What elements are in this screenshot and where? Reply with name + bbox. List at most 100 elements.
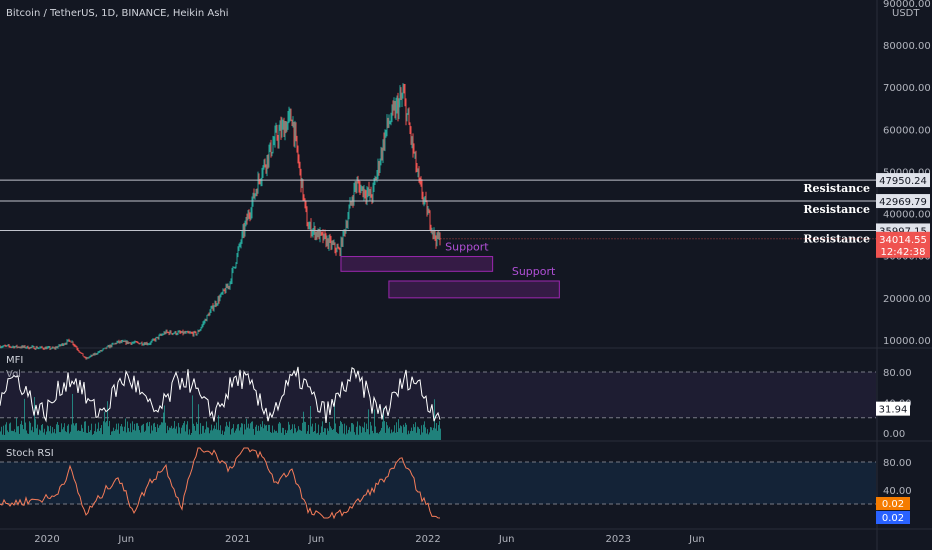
- volume-bar: [407, 434, 408, 440]
- volume-bar: [58, 424, 59, 440]
- candle-body: [104, 347, 106, 349]
- candle-body: [139, 343, 141, 345]
- volume-bar: [273, 432, 274, 440]
- candle-body: [397, 101, 399, 116]
- volume-bar: [181, 427, 182, 440]
- candle-body: [179, 331, 181, 333]
- volume-bar: [340, 420, 341, 440]
- candle-body: [413, 150, 415, 153]
- volume-bar: [64, 423, 65, 440]
- volume-bar: [230, 434, 231, 440]
- volume-bar: [265, 425, 266, 440]
- volume-bar: [213, 428, 214, 440]
- candle-body: [258, 177, 260, 180]
- volume-bar: [176, 426, 177, 440]
- candle-body: [254, 193, 256, 198]
- volume-bar: [393, 431, 394, 440]
- candle-body: [162, 334, 164, 336]
- volume-bar: [438, 425, 439, 440]
- candle-body: [408, 113, 410, 125]
- volume-bar: [141, 425, 142, 440]
- volume-bar: [380, 430, 381, 440]
- candle-body: [194, 331, 196, 333]
- volume-bar: [182, 425, 183, 440]
- volume-bar: [103, 421, 104, 440]
- volume-bar: [85, 421, 86, 440]
- candle-body: [392, 106, 394, 108]
- volume-bar: [204, 432, 205, 440]
- volume-bar: [8, 432, 9, 440]
- candle-body: [5, 345, 7, 347]
- volume-bar: [137, 423, 138, 440]
- candle-body: [119, 341, 121, 343]
- volume-bar: [271, 432, 272, 440]
- volume-bar: [80, 430, 81, 440]
- volume-bar: [433, 427, 434, 440]
- candle-body: [226, 285, 228, 288]
- volume-bar: [275, 431, 276, 440]
- volume-bar: [355, 434, 356, 440]
- volume-bar: [225, 426, 226, 440]
- volume-bar: [282, 427, 283, 440]
- volume-bar: [242, 423, 243, 440]
- volume-bar: [383, 408, 384, 440]
- candle-body: [199, 329, 201, 332]
- volume-bar: [94, 431, 95, 440]
- candle-body: [38, 347, 40, 349]
- volume-bar: [55, 433, 56, 440]
- candle-body: [420, 181, 422, 185]
- candle-body: [282, 122, 284, 125]
- volume-bar: [314, 430, 315, 440]
- volume-bar: [107, 401, 108, 440]
- candle-body: [256, 191, 258, 194]
- volume-bar: [126, 432, 127, 440]
- volume-bar: [312, 423, 313, 440]
- candle-body: [19, 347, 21, 349]
- volume-bar: [70, 431, 71, 440]
- volume-bar: [212, 430, 213, 440]
- volume-bar: [161, 422, 162, 440]
- candle-body: [9, 346, 11, 348]
- volume-bar: [31, 430, 32, 440]
- price-tick-label: 70000.00: [883, 83, 931, 94]
- volume-bar: [240, 427, 241, 440]
- candle-body: [253, 193, 255, 198]
- volume-bar: [1, 426, 2, 440]
- volume-bar: [121, 423, 122, 440]
- candle-body: [328, 238, 330, 247]
- volume-bar: [49, 431, 50, 440]
- candle-body: [163, 332, 165, 335]
- volume-bar: [42, 424, 43, 440]
- candle-body: [88, 357, 90, 359]
- volume-bar: [421, 425, 422, 440]
- candle-body: [365, 195, 367, 199]
- volume-bar: [223, 434, 224, 440]
- candle-body: [78, 350, 80, 352]
- mfi-tick-label: 80.00: [883, 368, 912, 379]
- volume-bar: [356, 426, 357, 440]
- volume-bar: [335, 423, 336, 440]
- candle-body: [101, 350, 103, 352]
- volume-bar: [206, 421, 207, 440]
- volume-bar: [414, 427, 415, 440]
- candle-body: [209, 311, 211, 316]
- volume-bar: [46, 431, 47, 440]
- volume-bar: [201, 433, 202, 440]
- candle-body: [412, 137, 414, 151]
- candle-body: [238, 244, 240, 250]
- mfi-value-text: 31.94: [879, 405, 908, 416]
- volume-bar: [285, 429, 286, 440]
- volume-bar: [362, 426, 363, 440]
- candle-body: [178, 331, 180, 333]
- candle-body: [34, 348, 36, 350]
- candle-body: [77, 348, 79, 351]
- volume-bar: [231, 429, 232, 440]
- currency-label: USDT: [892, 8, 920, 19]
- candle-body: [368, 188, 370, 195]
- volume-bar: [22, 424, 23, 440]
- candle-body: [31, 346, 33, 348]
- volume-bar: [227, 425, 228, 440]
- time-tick-label: 2021: [225, 534, 250, 545]
- candle-body: [315, 232, 317, 238]
